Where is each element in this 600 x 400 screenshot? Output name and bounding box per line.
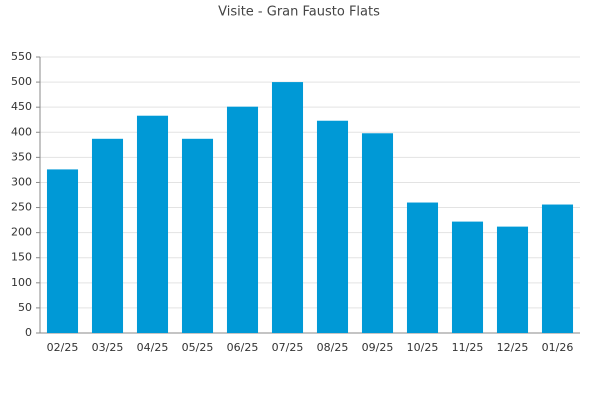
x-tick-label: 07/25	[272, 341, 304, 354]
y-tick-label: 300	[11, 175, 32, 188]
bar	[136, 115, 169, 333]
y-tick-label: 250	[11, 201, 32, 214]
x-tick-label: 05/25	[182, 341, 214, 354]
chart-title: Visite - Gran Fausto Flats	[218, 5, 380, 20]
y-tick-label: 450	[11, 100, 32, 113]
bar	[181, 138, 214, 333]
y-tick-label: 100	[11, 276, 32, 289]
y-tick-label: 550	[11, 50, 32, 63]
x-tick-label: 03/25	[92, 341, 124, 354]
bar	[271, 82, 304, 333]
bar	[361, 133, 394, 333]
x-tick-label: 12/25	[497, 341, 529, 354]
y-tick-label: 350	[11, 150, 32, 163]
x-tick-label: 11/25	[452, 341, 484, 354]
y-tick-label: 0	[25, 326, 32, 339]
x-tick-label: 02/25	[47, 341, 79, 354]
x-tick-label: 09/25	[362, 341, 394, 354]
bar	[541, 204, 574, 333]
bar	[91, 138, 124, 333]
x-tick-label: 01/26	[542, 341, 574, 354]
y-tick-label: 50	[18, 301, 32, 314]
y-tick-label: 200	[11, 226, 32, 239]
bar	[496, 226, 529, 333]
x-tick-label: 08/25	[317, 341, 349, 354]
bar	[226, 106, 259, 334]
y-tick-label: 150	[11, 251, 32, 264]
x-tick-label: 10/25	[407, 341, 439, 354]
bar	[316, 120, 349, 333]
bar	[451, 221, 484, 333]
x-tick-label: 04/25	[137, 341, 169, 354]
y-tick-label: 500	[11, 75, 32, 88]
bar	[46, 169, 79, 333]
y-tick-label: 400	[11, 125, 32, 138]
bar	[406, 202, 439, 333]
x-tick-label: 06/25	[227, 341, 259, 354]
